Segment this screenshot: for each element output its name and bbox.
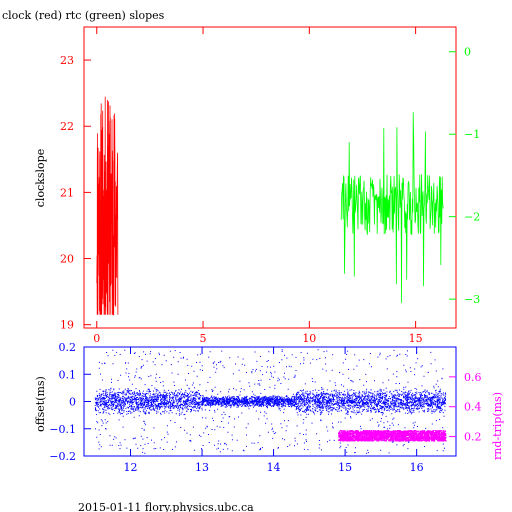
top-y-axis-label: clockslope (34, 149, 47, 207)
clock-series-line (96, 96, 119, 316)
top-x-tick-label: 5 (200, 332, 207, 345)
bottom-y-tick-label: 0.2 (59, 341, 77, 354)
bottom-y-tick-label: 0 (69, 396, 76, 409)
bottom-y-axis-label: offset(ms) (34, 376, 47, 432)
top-y-tick-label: 23 (60, 54, 74, 67)
bottom-x-tick-label: 15 (338, 461, 352, 474)
bottom-x-tick-label: 12 (124, 461, 138, 474)
bottom-y-tick-label: −0.2 (49, 450, 76, 463)
bottom-y2-tick-label: 0.2 (464, 431, 482, 444)
top-y2-tick-label: −2 (464, 211, 480, 224)
rnd-trip-points (338, 429, 447, 442)
bottom-y2-axis-label: rnd-trip(ms) (491, 392, 504, 460)
bottom-x-tick-label: 14 (267, 461, 281, 474)
bottom-plot: 12 13 14 15 16 −0.2 −0.1 0 0.1 0.2 0.2 0.4 0.6 offse… (34, 341, 504, 474)
footer-caption: 2015-01-11 flory.physics.ubc.ca (78, 501, 254, 512)
offset-points (94, 349, 447, 454)
top-x-tick-label: 0 (93, 332, 100, 345)
top-y-tick-label: 19 (60, 319, 74, 332)
top-x-tick-label: 10 (302, 332, 316, 345)
top-plot-marks: 0 5 10 15 19 20 21 22 23 0 −1 −2 −3 (60, 27, 480, 345)
bottom-y-tick-label: 0.1 (59, 368, 77, 381)
chart-title: clock (red) rtc (green) slopes (2, 9, 165, 22)
top-y2-tick-label: 0 (464, 46, 471, 59)
bottom-y-tick-label: −0.1 (49, 423, 76, 436)
bottom-x-tick-label: 16 (410, 461, 424, 474)
top-plot-frame (83, 26, 457, 329)
top-y-tick-label: 21 (60, 186, 74, 199)
top-y-tick-label: 20 (60, 253, 74, 266)
bottom-x-tick-label: 13 (195, 461, 209, 474)
top-y-tick-label: 22 (60, 120, 74, 133)
bottom-plot-marks: 12 13 14 15 16 −0.2 −0.1 0 0.1 0.2 0.2 0.4 0.6 (49, 341, 481, 474)
rtc-series-line (340, 112, 444, 304)
top-y2-tick-label: −3 (464, 293, 480, 306)
top-plot: 0 5 10 15 19 20 21 22 23 0 −1 −2 −3 clockslope (34, 26, 480, 345)
top-x-tick-label: 15 (409, 332, 423, 345)
top-y2-tick-label: −1 (464, 128, 480, 141)
bottom-y2-tick-label: 0.6 (464, 371, 482, 384)
bottom-y2-tick-label: 0.4 (464, 401, 482, 414)
